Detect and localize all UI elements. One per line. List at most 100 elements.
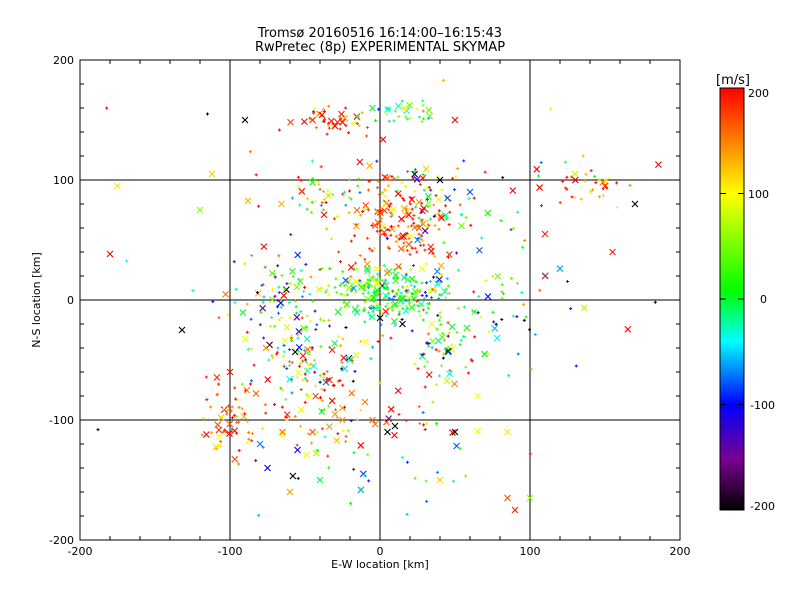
data-point-plus <box>240 407 244 411</box>
data-point-plus <box>589 169 593 173</box>
data-point-plus <box>264 411 268 415</box>
data-point-plus <box>283 287 287 291</box>
data-point-cross <box>345 284 353 292</box>
data-point-plus <box>327 466 331 470</box>
data-point-plus <box>273 324 277 328</box>
y-tick-1: -100 <box>49 414 74 427</box>
data-point-plus <box>342 194 346 198</box>
data-point-cross <box>504 428 511 436</box>
data-point-plus <box>352 234 356 238</box>
data-point-plus <box>447 223 451 227</box>
data-point-plus <box>421 410 425 414</box>
data-point-plus <box>470 359 474 363</box>
data-point-plus <box>389 202 393 206</box>
data-point-plus <box>437 297 441 301</box>
data-point-plus <box>235 420 239 424</box>
data-point-cross <box>424 193 432 200</box>
data-point-plus <box>500 317 504 321</box>
data-point-cross <box>366 162 373 170</box>
data-point-plus <box>221 430 225 434</box>
data-point-plus <box>397 412 401 416</box>
data-point-cross <box>389 206 397 213</box>
data-point-plus <box>408 202 412 206</box>
data-point-plus <box>367 311 371 315</box>
data-point-plus <box>299 310 303 314</box>
data-point-plus <box>352 467 356 471</box>
data-point-plus <box>539 160 543 164</box>
data-point-plus <box>310 441 314 445</box>
data-point-plus <box>311 299 315 303</box>
data-point-plus <box>436 313 440 317</box>
data-point-plus <box>417 405 421 409</box>
data-point-plus <box>538 288 542 292</box>
data-point-plus <box>565 175 569 179</box>
data-point-plus <box>523 239 527 243</box>
data-point-cross <box>348 389 356 397</box>
data-point-plus <box>379 323 383 327</box>
data-point-cross <box>305 393 313 401</box>
data-point-cross <box>213 374 221 381</box>
data-point-plus <box>355 114 359 118</box>
data-point-plus <box>378 193 382 197</box>
data-point-cross <box>226 420 234 428</box>
data-point-plus <box>359 339 363 343</box>
data-point-plus <box>404 208 408 212</box>
data-point-plus <box>397 312 401 316</box>
data-point-plus <box>522 302 526 306</box>
data-point-plus <box>303 377 307 381</box>
data-point-plus <box>250 439 254 443</box>
data-point-plus <box>487 330 491 334</box>
data-point-plus <box>301 359 305 363</box>
data-point-cross <box>339 404 346 412</box>
data-point-plus <box>328 267 332 271</box>
data-point-plus <box>375 210 379 214</box>
data-point-plus <box>367 179 371 183</box>
data-point-plus <box>289 336 293 340</box>
data-point-plus <box>500 290 504 294</box>
data-point-plus <box>427 341 431 345</box>
data-point-plus <box>499 219 503 223</box>
data-point-plus <box>512 226 516 230</box>
data-point-plus <box>232 260 236 264</box>
data-point-plus <box>409 283 413 287</box>
data-point-plus <box>206 112 209 116</box>
data-point-plus <box>389 224 393 228</box>
data-point-plus <box>359 408 363 412</box>
data-point-plus <box>387 291 391 295</box>
data-point-plus <box>422 423 426 427</box>
data-point-plus <box>418 115 421 119</box>
data-point-plus <box>335 214 339 218</box>
data-point-plus <box>229 409 233 413</box>
data-point-plus <box>411 176 415 180</box>
data-point-plus <box>252 363 256 367</box>
data-point-plus <box>363 208 367 212</box>
data-point-plus <box>393 268 397 272</box>
data-point-plus <box>484 279 488 283</box>
data-point-cross <box>327 117 335 125</box>
data-point-plus <box>413 170 417 174</box>
data-point-cross <box>347 264 355 271</box>
data-point-plus <box>284 397 288 401</box>
data-point-plus <box>394 240 398 244</box>
data-point-cross <box>260 243 268 250</box>
data-point-cross <box>368 313 376 321</box>
data-point-plus <box>432 275 436 279</box>
data-point-plus <box>257 513 261 517</box>
data-point-plus <box>277 311 281 315</box>
data-point-cross <box>395 102 402 110</box>
data-point-plus <box>375 302 379 306</box>
data-point-cross <box>424 199 432 207</box>
data-point-cross <box>281 337 289 345</box>
data-point-plus <box>415 289 419 293</box>
x-tick-4: 200 <box>670 545 691 558</box>
data-point-plus <box>322 372 326 376</box>
data-point-plus <box>397 288 401 292</box>
data-point-cross <box>303 335 311 343</box>
data-point-plus <box>421 308 425 312</box>
data-point-plus <box>405 299 409 303</box>
data-point-plus <box>219 439 223 443</box>
data-point-plus <box>191 289 195 293</box>
data-point-cross <box>493 334 501 342</box>
data-point-cross <box>369 104 376 112</box>
data-point-plus <box>520 290 524 294</box>
